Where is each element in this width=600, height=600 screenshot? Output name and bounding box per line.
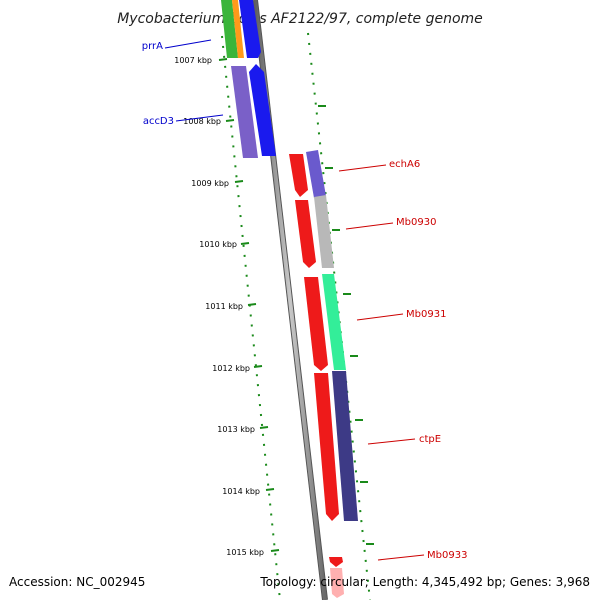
kbp-label-1014: 1014 kbp	[222, 487, 260, 496]
tick-1010	[240, 242, 250, 245]
tick-1008	[225, 119, 235, 122]
feature-blue-top[interactable]	[239, 0, 261, 58]
feature-orange[interactable]	[232, 0, 244, 58]
gene-Mb0931[interactable]	[322, 274, 346, 370]
kbp-label-1010: 1010 kbp	[199, 240, 237, 249]
plus-strand-gene-blocks	[306, 150, 358, 521]
tick-1014	[265, 488, 275, 491]
gene-accD3[interactable]	[231, 66, 258, 158]
leader-echA6	[338, 164, 387, 172]
tick-1011	[247, 303, 257, 306]
kbp-label-1009: 1009 kbp	[191, 179, 229, 188]
kbp-ticks	[218, 58, 374, 552]
kbp-label-1008: 1008 kbp	[183, 117, 221, 126]
kbp-label-1015: 1015 kbp	[226, 548, 264, 557]
minus-strand-features	[221, 0, 276, 158]
leader-Mb0930	[345, 222, 394, 230]
feature-red-2[interactable]	[295, 200, 316, 268]
feature-blue[interactable]	[249, 64, 276, 156]
kbp-label-1013: 1013 kbp	[217, 425, 255, 434]
label-Mb0930[interactable]: Mb0930	[396, 217, 436, 228]
tick-1015	[270, 549, 280, 552]
label-accD3[interactable]: accD3	[143, 116, 174, 127]
leader-ctpE	[367, 438, 416, 445]
gene-Mb0930[interactable]	[314, 195, 334, 268]
gene-ctpE[interactable]	[332, 371, 358, 521]
map-title: Mycobacterium bovis AF2122/97, complete …	[117, 11, 483, 27]
leader-prrA	[164, 39, 212, 49]
label-echA6[interactable]: echA6	[389, 159, 420, 170]
kbp-label-1012: 1012 kbp	[212, 364, 250, 373]
leader-Mb0933	[377, 554, 425, 561]
footer-topology: Topology: circular; Length: 4,345,492 bp…	[259, 575, 590, 589]
feature-red-4[interactable]	[314, 373, 339, 521]
tick-1009	[234, 180, 244, 183]
tick-1012	[253, 365, 263, 368]
plus-strand-red-features	[289, 154, 344, 598]
tick-1007	[218, 58, 228, 61]
kbp-label-1007: 1007 kbp	[174, 56, 212, 65]
right-gene-labels: echA6 Mb0930 Mb0931 ctpE Mb0933	[338, 159, 467, 561]
label-ctpE[interactable]: ctpE	[419, 434, 441, 445]
tick-1013	[259, 426, 269, 429]
leader-Mb0931	[356, 313, 404, 321]
gene-prrA[interactable]	[221, 0, 238, 58]
feature-red-5[interactable]	[329, 557, 343, 567]
gene-echA6[interactable]	[306, 150, 326, 198]
leader-accD3	[175, 114, 224, 122]
label-prrA[interactable]: prrA	[142, 41, 163, 52]
kbp-labels: 1007 kbp 1008 kbp 1009 kbp 1010 kbp 1011…	[174, 56, 264, 557]
footer-accession: Accession: NC_002945	[9, 575, 145, 589]
left-gene-labels: prrA accD3	[142, 39, 224, 127]
label-Mb0933[interactable]: Mb0933	[427, 550, 467, 561]
feature-pink[interactable]	[330, 568, 344, 598]
label-Mb0931[interactable]: Mb0931	[406, 309, 446, 320]
feature-red-1[interactable]	[289, 154, 308, 197]
kbp-label-1011: 1011 kbp	[205, 302, 243, 311]
feature-red-3[interactable]	[304, 277, 328, 371]
